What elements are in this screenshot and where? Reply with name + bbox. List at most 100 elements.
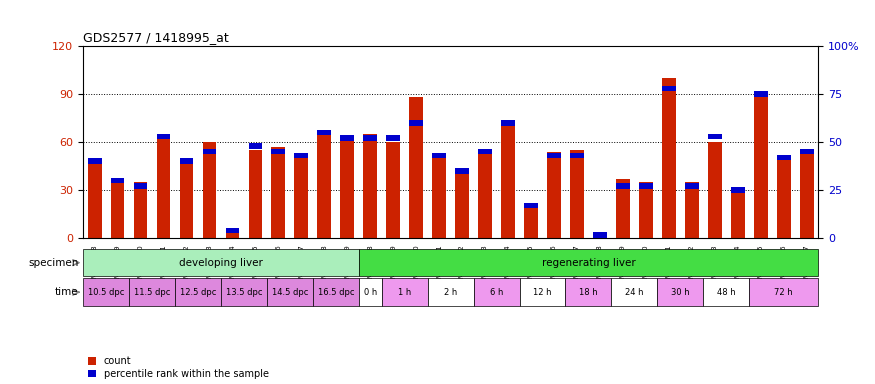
Bar — [363, 136, 377, 141]
Bar — [88, 159, 102, 164]
Bar — [800, 150, 814, 238]
Bar — [359, 278, 382, 306]
Bar — [685, 184, 699, 189]
Bar — [657, 278, 704, 306]
Bar — [134, 182, 147, 238]
Bar — [777, 155, 791, 160]
Bar — [83, 249, 359, 276]
Bar — [387, 142, 400, 238]
Bar — [685, 182, 699, 238]
Bar — [248, 150, 262, 238]
Text: 30 h: 30 h — [671, 288, 690, 297]
Bar — [134, 184, 147, 189]
Bar — [248, 143, 262, 149]
Bar — [387, 136, 400, 141]
Bar — [478, 149, 492, 154]
Bar — [593, 232, 607, 238]
Bar — [501, 120, 514, 126]
Bar — [708, 142, 722, 238]
Bar — [524, 203, 538, 208]
Bar — [226, 230, 240, 238]
Bar — [382, 278, 428, 306]
Text: 12.5 dpc: 12.5 dpc — [179, 288, 216, 297]
Bar — [267, 278, 313, 306]
Bar — [157, 134, 171, 238]
Bar — [731, 190, 745, 238]
Bar — [704, 278, 749, 306]
Bar — [83, 278, 130, 306]
Bar — [110, 178, 124, 183]
Bar — [340, 139, 354, 238]
Bar — [616, 179, 630, 238]
Bar — [455, 168, 469, 174]
Text: GDS2577 / 1418995_at: GDS2577 / 1418995_at — [83, 31, 229, 44]
Bar — [410, 120, 423, 126]
Bar — [432, 153, 446, 158]
Bar — [662, 78, 676, 238]
Bar — [754, 94, 767, 238]
Bar — [473, 278, 520, 306]
Bar — [428, 278, 473, 306]
Bar — [570, 153, 584, 158]
Text: 6 h: 6 h — [490, 288, 503, 297]
Bar — [157, 134, 171, 139]
Bar — [363, 134, 377, 238]
Bar — [565, 278, 612, 306]
Bar — [203, 142, 216, 238]
Text: regenerating liver: regenerating liver — [542, 258, 635, 268]
Bar — [570, 150, 584, 238]
Bar — [612, 278, 657, 306]
Text: developing liver: developing liver — [179, 258, 262, 268]
Bar — [639, 184, 653, 189]
Text: time: time — [55, 287, 79, 297]
Bar — [294, 153, 308, 158]
Text: 16.5 dpc: 16.5 dpc — [318, 288, 354, 297]
Bar — [294, 158, 308, 238]
Bar — [271, 149, 285, 154]
Bar — [179, 161, 193, 238]
Bar — [731, 187, 745, 193]
Text: 13.5 dpc: 13.5 dpc — [226, 288, 262, 297]
Bar — [593, 235, 607, 238]
Text: specimen: specimen — [28, 258, 79, 268]
Text: 1 h: 1 h — [398, 288, 411, 297]
Bar — [478, 150, 492, 238]
Bar — [271, 147, 285, 238]
Bar — [616, 184, 630, 189]
Bar — [313, 278, 359, 306]
Bar — [662, 86, 676, 91]
Bar — [175, 278, 220, 306]
Bar — [179, 159, 193, 164]
Bar — [777, 155, 791, 238]
Bar — [432, 155, 446, 238]
Bar — [110, 180, 124, 238]
Legend: count, percentile rank within the sample: count, percentile rank within the sample — [88, 356, 269, 379]
Bar — [524, 206, 538, 238]
Text: 72 h: 72 h — [774, 288, 793, 297]
Text: 14.5 dpc: 14.5 dpc — [271, 288, 308, 297]
Bar — [88, 164, 102, 238]
Bar — [547, 152, 561, 238]
Bar — [749, 278, 818, 306]
Bar — [226, 228, 240, 233]
Bar — [501, 126, 514, 238]
Text: 11.5 dpc: 11.5 dpc — [134, 288, 171, 297]
Bar — [318, 130, 331, 135]
Bar — [754, 91, 767, 97]
Text: 12 h: 12 h — [533, 288, 552, 297]
Bar — [318, 134, 331, 238]
Bar — [340, 136, 354, 141]
Bar — [520, 278, 565, 306]
Bar — [708, 134, 722, 139]
Text: 48 h: 48 h — [717, 288, 736, 297]
Text: 2 h: 2 h — [444, 288, 458, 297]
Bar — [547, 153, 561, 158]
Bar — [220, 278, 267, 306]
Text: 10.5 dpc: 10.5 dpc — [88, 288, 124, 297]
Text: 0 h: 0 h — [364, 288, 377, 297]
Text: 24 h: 24 h — [625, 288, 644, 297]
Text: 18 h: 18 h — [579, 288, 598, 297]
Bar — [455, 174, 469, 238]
Bar — [639, 182, 653, 238]
Bar — [800, 149, 814, 154]
